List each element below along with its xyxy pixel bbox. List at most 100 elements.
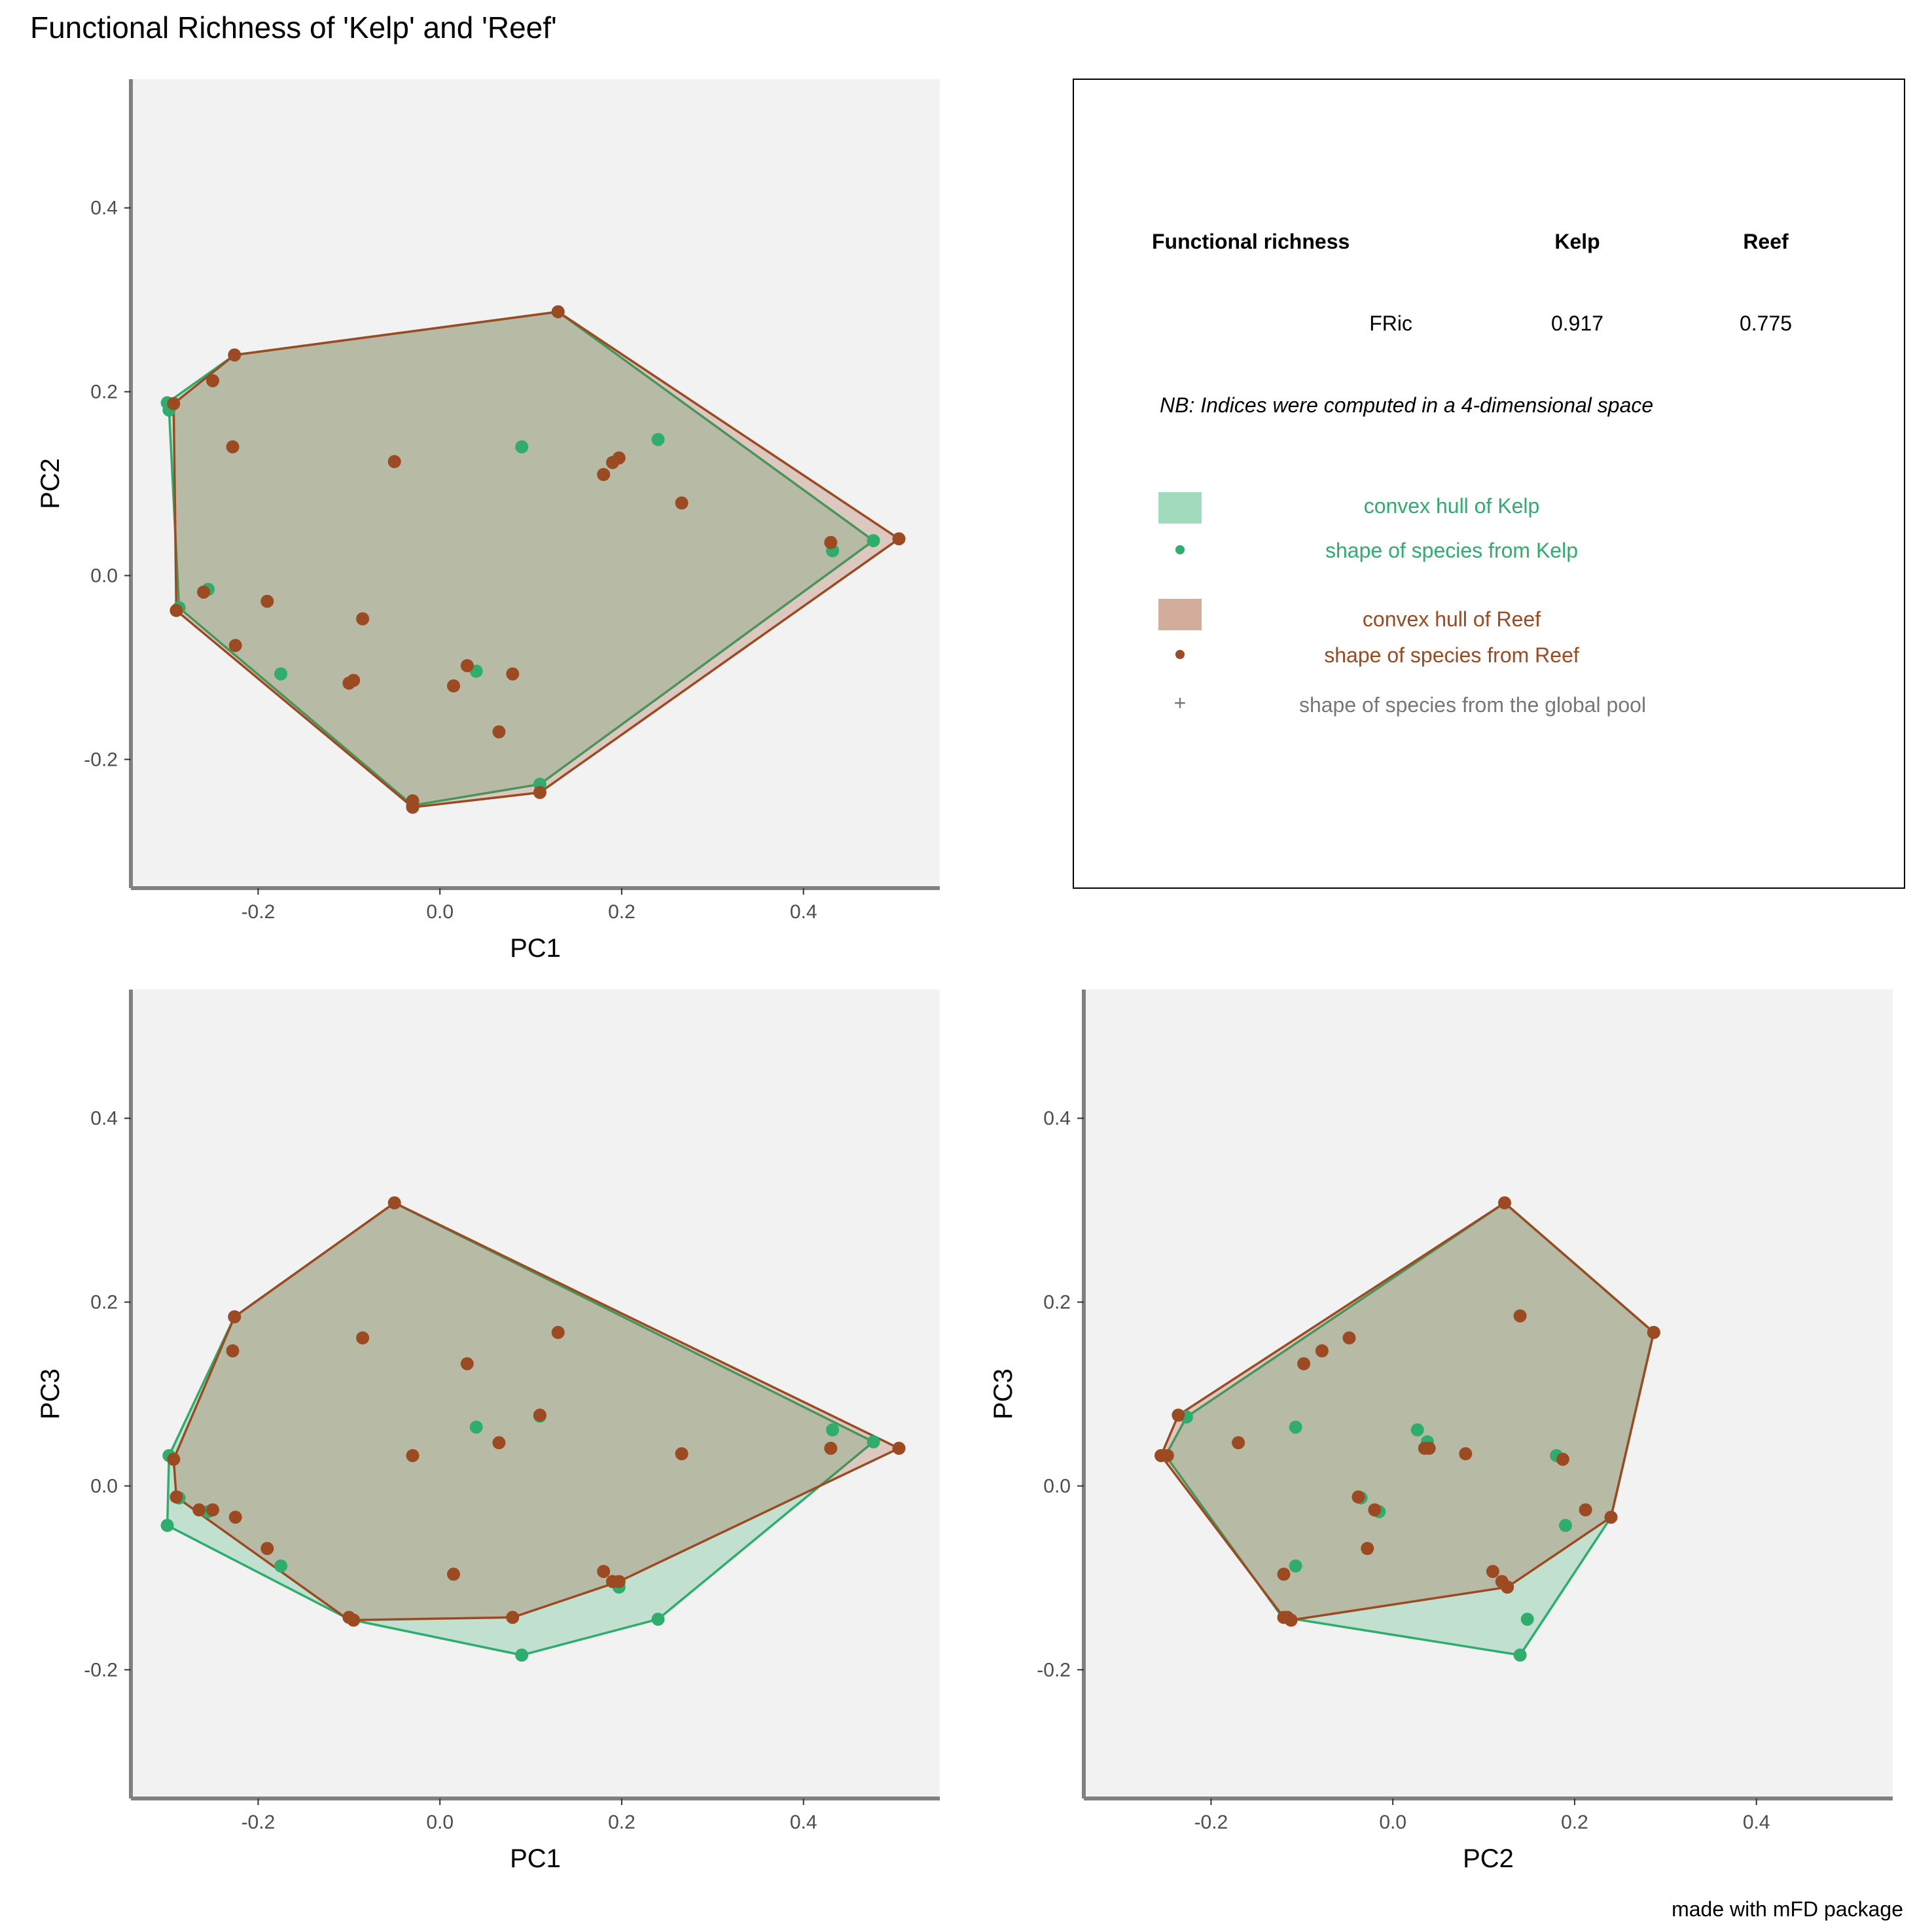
x-tick-label-0: -0.2	[241, 1812, 276, 1833]
reef-species-point-10	[824, 535, 838, 549]
reef-species-point-2	[192, 1503, 206, 1516]
x-tick-label-1: 0.0	[1379, 1812, 1406, 1833]
kelp-species-point-5	[469, 1420, 483, 1434]
reef-species-point-6	[1342, 1331, 1356, 1345]
kelp-species-point-8	[515, 1648, 529, 1662]
y-tick-label-2: 0.2	[90, 1292, 118, 1314]
reef-species-point-16	[824, 1441, 838, 1455]
reef-species-point-21	[612, 1575, 626, 1588]
reef-species-point-18	[1604, 1511, 1618, 1524]
panel-pc2-pc3: -0.2 0.0 0.2 0.4 -0.2 0.0 0.2 0.4 PC2 PC3	[989, 990, 1893, 1873]
reef-species-point-23	[533, 785, 546, 799]
kelp-species-point-7	[651, 1613, 665, 1626]
reef-species-point-0	[1172, 1408, 1185, 1422]
y-tick-label-0: -0.2	[84, 1659, 118, 1681]
y-tick-label-3: 0.4	[1043, 1108, 1071, 1130]
reef-species-point-0	[167, 397, 181, 410]
x-axis-label: PC1	[510, 934, 561, 963]
kelp-species-point-8	[1513, 1648, 1527, 1662]
y-tick-label-2: 0.2	[1043, 1292, 1071, 1314]
info-panel-frame	[1073, 79, 1905, 889]
legend-kelp-points-label: shape of species from Kelp	[1325, 539, 1578, 562]
table-header-label: Functional richness	[1152, 230, 1350, 253]
reef-species-point-22	[1501, 1581, 1514, 1594]
x-axis-label: PC2	[1463, 1844, 1514, 1873]
y-tick-label-1: 0.0	[1043, 1475, 1071, 1497]
legend-kelp-hull-label: convex hull of Kelp	[1364, 494, 1540, 518]
y-tick-label-3: 0.4	[90, 198, 118, 219]
reef-species-point-1	[228, 348, 241, 362]
reef-species-point-1	[170, 1490, 183, 1504]
reef-species-point-2	[206, 374, 219, 387]
reef-species-point-6	[597, 468, 611, 481]
reef-species-point-11	[892, 532, 906, 546]
legend-reef-hull-swatch	[1158, 599, 1202, 630]
table-value-kelp: 0.917	[1551, 312, 1603, 335]
kelp-species-point-10	[867, 534, 880, 548]
reef-species-point-7	[1498, 1196, 1511, 1209]
reef-species-point-9	[675, 496, 689, 510]
kelp-species-point-4	[274, 667, 288, 681]
reef-species-point-8	[1513, 1309, 1527, 1323]
y-tick-label-0: -0.2	[84, 749, 118, 770]
reef-species-point-14	[1351, 1490, 1365, 1504]
reef-species-point-5	[260, 1542, 274, 1555]
reef-species-point-20	[1486, 1565, 1499, 1579]
reef-species-point-14	[406, 1449, 420, 1463]
reef-species-point-15	[1368, 1503, 1382, 1516]
y-tick-label-1: 0.0	[90, 1475, 118, 1497]
reef-species-point-8	[356, 1331, 370, 1345]
reef-species-point-22	[492, 725, 506, 739]
reef-species-point-18	[447, 1567, 460, 1581]
legend-pool-point-swatch: +	[1174, 691, 1187, 715]
reef-species-point-17	[892, 1441, 906, 1455]
reef-species-point-25	[406, 800, 420, 814]
legend-reef-hull-label: convex hull of Reef	[1363, 607, 1541, 631]
reef-species-point-20	[460, 659, 474, 673]
kelp-species-point-4	[274, 1559, 288, 1573]
y-tick-label-2: 0.2	[90, 382, 118, 403]
panel-pc1-pc3: -0.2 0.0 0.2 0.4 -0.2 0.0 0.2 0.4 PC1 PC3	[36, 990, 940, 1873]
legend-reef-points-label: shape of species from Reef	[1324, 643, 1579, 667]
kelp-species-point-7	[1520, 1613, 1534, 1626]
kelp-species-point-10	[867, 1435, 880, 1448]
reef-species-point-14	[260, 594, 274, 608]
panel-pc1-pc2: -0.2 0.0 0.2 0.4 -0.2 0.0 0.2 0.4 PC1 PC2	[36, 79, 940, 963]
kelp-species-point-1	[160, 1518, 174, 1532]
reef-species-point-3	[226, 440, 240, 454]
kelp-species-point-1	[1289, 1420, 1302, 1434]
reef-species-point-12	[533, 1408, 546, 1422]
reef-species-point-25	[1281, 1611, 1295, 1624]
reef-species-point-7	[226, 1344, 240, 1357]
reef-species-point-3	[1232, 1436, 1245, 1450]
x-tick-label-0: -0.2	[241, 901, 276, 923]
x-tick-label-2: 0.2	[1561, 1812, 1588, 1833]
x-tick-label-1: 0.0	[426, 901, 454, 923]
reef-species-point-13	[197, 585, 211, 599]
reef-species-point-16	[1361, 1542, 1374, 1555]
legend-kelp-point-swatch	[1175, 545, 1185, 554]
reef-species-point-16	[228, 639, 242, 653]
plot-background	[131, 79, 940, 888]
reef-species-point-22	[506, 1611, 520, 1624]
reef-species-point-0	[167, 1452, 181, 1466]
reef-species-point-21	[506, 667, 520, 681]
y-tick-label-3: 0.4	[90, 1108, 118, 1130]
x-axis-label: PC1	[510, 1844, 561, 1873]
legend-kelp-hull-swatch	[1158, 492, 1202, 524]
reef-species-point-18	[347, 673, 361, 687]
reef-species-point-17	[1579, 1503, 1592, 1516]
y-axis-label: PC3	[36, 1368, 65, 1420]
legend-pool-points-label: shape of species from the global pool	[1299, 693, 1646, 717]
caption: made with mFD package	[1672, 1897, 1903, 1921]
reef-species-point-12	[170, 603, 183, 617]
x-tick-label-3: 0.4	[790, 901, 817, 923]
reef-species-point-15	[675, 1447, 689, 1461]
table-value-reef: 0.775	[1740, 312, 1792, 335]
table-header-kelp: Kelp	[1554, 230, 1600, 253]
reef-species-point-5	[1315, 1344, 1329, 1357]
reef-species-point-5	[551, 305, 565, 319]
y-tick-label-0: -0.2	[1037, 1659, 1071, 1681]
reef-species-point-10	[1556, 1452, 1569, 1466]
